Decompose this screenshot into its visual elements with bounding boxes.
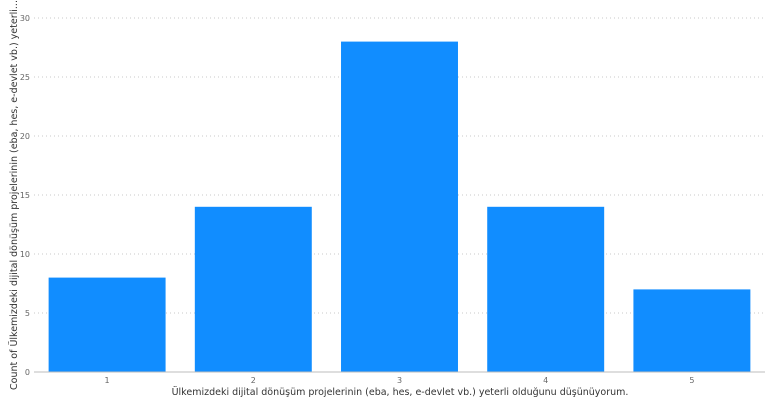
bar-3[interactable] xyxy=(341,41,458,372)
x-tick-label: 3 xyxy=(397,376,402,385)
bar-4[interactable] xyxy=(487,206,605,372)
bar-2[interactable] xyxy=(194,206,312,372)
x-tick-label: 4 xyxy=(543,376,548,385)
y-tick-label: 25 xyxy=(20,73,30,82)
bar-5[interactable] xyxy=(633,289,751,372)
y-tick-label: 0 xyxy=(25,368,30,377)
bar-1[interactable] xyxy=(48,277,166,372)
x-axis-title: Ülkemizdeki dijital dönüşüm projelerinin… xyxy=(172,387,629,398)
x-tick-label: 5 xyxy=(689,376,694,385)
y-tick-label: 5 xyxy=(25,309,30,318)
y-tick-label: 15 xyxy=(20,191,30,200)
y-axis-title: Count of Ülkemizdeki dijital dönüşüm pro… xyxy=(9,0,20,390)
bars xyxy=(48,41,751,372)
y-tick-label: 30 xyxy=(20,14,30,23)
y-tick-label: 20 xyxy=(20,132,30,141)
y-axis-ticks: 0 5 10 15 20 25 30 xyxy=(20,14,30,377)
x-tick-label: 1 xyxy=(105,376,110,385)
x-tick-label: 2 xyxy=(251,376,256,385)
y-tick-label: 10 xyxy=(20,250,30,259)
x-axis-ticks: 1 2 3 4 5 xyxy=(105,376,695,385)
